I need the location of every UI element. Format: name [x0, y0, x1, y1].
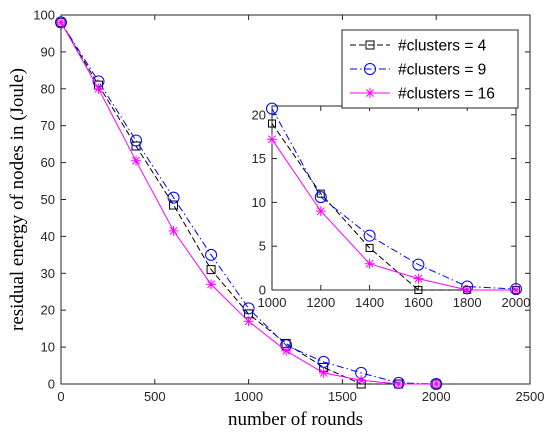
inset-x-tick-label: 1400 — [355, 295, 384, 310]
data-point — [242, 302, 255, 315]
data-point — [356, 375, 367, 386]
y-tick-label: 70 — [41, 118, 55, 133]
data-point — [167, 191, 180, 204]
data-point — [281, 345, 292, 356]
data-point — [169, 200, 179, 210]
inset-y-tick-label: 15 — [252, 151, 266, 166]
inset-data-point — [267, 134, 277, 145]
y-tick-label: 10 — [41, 340, 55, 355]
x-tick-label: 2000 — [422, 389, 451, 404]
y-tick-label: 0 — [48, 377, 55, 392]
inset-data-point — [315, 206, 326, 217]
legend: #clusters = 4 #clusters = 9 #clusters = 16 — [341, 29, 519, 109]
legend-entry: #clusters = 4 — [350, 38, 487, 55]
y-tick-label: 20 — [41, 303, 55, 318]
legend-marker — [364, 63, 376, 75]
legend-marker — [365, 40, 375, 50]
x-axis-title: number of rounds — [228, 409, 363, 430]
x-tick-label: 0 — [57, 389, 64, 404]
inset-y-tick-label: 10 — [252, 195, 266, 210]
legend-label: #clusters = 16 — [398, 86, 495, 103]
data-point — [56, 17, 66, 28]
inset-data-point — [511, 285, 521, 295]
legend-marker — [365, 88, 375, 98]
x-tick-label: 1500 — [328, 389, 357, 404]
y-axis-title: residual energy of nodes in (Joule) — [7, 68, 28, 331]
data-point — [93, 83, 104, 94]
y-tick-label: 80 — [41, 81, 55, 96]
legend-label: #clusters = 4 — [398, 38, 487, 55]
inset-data-point — [363, 229, 376, 242]
x-tick-label: 2500 — [516, 389, 545, 404]
inset-data-point — [266, 102, 278, 115]
inset-data-point — [268, 119, 276, 128]
y-tick-label: 100 — [33, 8, 55, 23]
data-point — [317, 355, 330, 368]
inset-y-tick-label: 0 — [259, 283, 266, 298]
inset-x-tick-label: 1000 — [258, 295, 287, 310]
y-tick-label: 40 — [41, 229, 55, 244]
data-point — [206, 279, 217, 290]
inset-data-point — [413, 273, 424, 284]
legend-entry: #clusters = 9 — [350, 62, 486, 79]
data-point — [55, 16, 67, 29]
x-tick-label: 1000 — [234, 389, 263, 404]
inset-x-tick-label: 2000 — [502, 295, 531, 310]
inset-x-tick-label: 1200 — [306, 295, 335, 310]
inset-data-point — [316, 189, 325, 198]
data-point — [431, 379, 442, 389]
data-point — [130, 134, 143, 147]
data-point — [318, 367, 329, 378]
data-point — [131, 155, 142, 166]
inset-x-tick-label: 1800 — [453, 295, 482, 310]
inset-data-point — [462, 285, 473, 295]
inset-data-point — [412, 258, 425, 271]
inset-series-line-2 — [271, 108, 517, 290]
y-tick-label: 50 — [41, 192, 55, 207]
inset-data-point — [364, 258, 375, 269]
y-tick-label: 60 — [41, 155, 55, 170]
series-line-2 — [60, 22, 437, 385]
y-tick-label: 30 — [41, 266, 55, 281]
inset-data-point — [414, 286, 423, 294]
data-point — [168, 225, 179, 236]
inset-x-tick-label: 1600 — [404, 295, 433, 310]
data-point — [393, 379, 404, 389]
data-point — [243, 316, 254, 327]
legend-label: #clusters = 9 — [398, 62, 486, 79]
inset-series-line-3 — [271, 139, 516, 291]
x-tick-label: 500 — [144, 389, 166, 404]
data-point — [206, 265, 216, 275]
inset-y-tick-label: 5 — [259, 239, 266, 254]
inset-data-point — [314, 191, 327, 204]
y-tick-label: 90 — [41, 44, 55, 59]
inset-y-tick-label: 20 — [252, 107, 266, 122]
inset-plot-frame — [271, 105, 517, 291]
inset-data-point — [365, 243, 374, 252]
data-point — [205, 248, 218, 261]
inset-plot: 1000 1200 1400 1600 1800 2000 0 5 10 15 20 — [252, 102, 531, 310]
legend-entry: #clusters = 16 — [350, 86, 495, 103]
